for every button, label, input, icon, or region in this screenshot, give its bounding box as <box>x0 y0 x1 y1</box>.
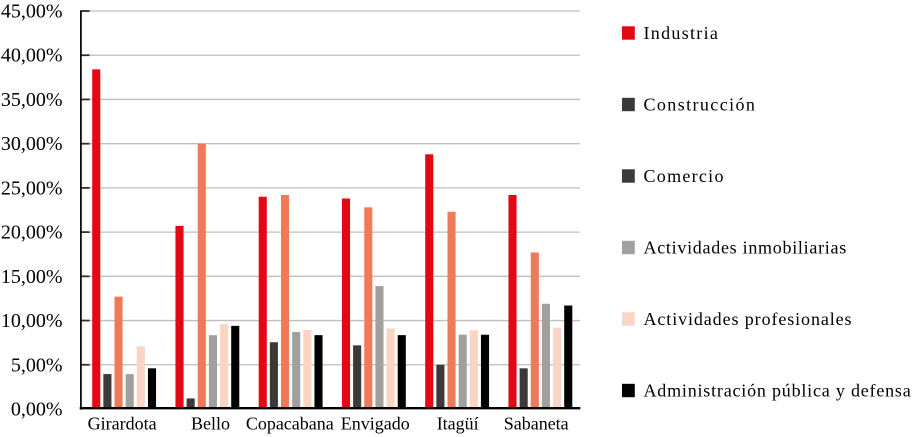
svg-text:Copacabana: Copacabana <box>246 414 334 434</box>
svg-text:Comercio: Comercio <box>644 166 725 186</box>
svg-text:40,00%: 40,00% <box>1 45 63 67</box>
svg-text:Sabaneta: Sabaneta <box>504 414 569 434</box>
svg-text:Administración pública y defen: Administración pública y defensa <box>644 380 912 400</box>
svg-text:10,00%: 10,00% <box>1 310 63 332</box>
svg-text:Construcción: Construcción <box>644 94 757 114</box>
svg-text:Itagüí: Itagüí <box>437 414 479 434</box>
svg-text:25,00%: 25,00% <box>1 177 63 199</box>
svg-text:30,00%: 30,00% <box>1 133 63 155</box>
svg-text:Girardota: Girardota <box>88 414 157 434</box>
svg-text:5,00%: 5,00% <box>11 354 63 376</box>
svg-text:35,00%: 35,00% <box>1 89 63 111</box>
svg-text:Envigado: Envigado <box>341 414 410 434</box>
svg-text:15,00%: 15,00% <box>1 266 63 288</box>
svg-text:45,00%: 45,00% <box>1 1 63 23</box>
svg-text:Actividades inmobiliarias: Actividades inmobiliarias <box>644 237 847 257</box>
svg-text:Actividades profesionales: Actividades profesionales <box>644 309 853 329</box>
svg-text:20,00%: 20,00% <box>1 222 63 244</box>
svg-text:0,00%: 0,00% <box>11 399 63 421</box>
svg-text:Bello: Bello <box>191 414 230 434</box>
svg-text:Industria: Industria <box>644 23 720 43</box>
